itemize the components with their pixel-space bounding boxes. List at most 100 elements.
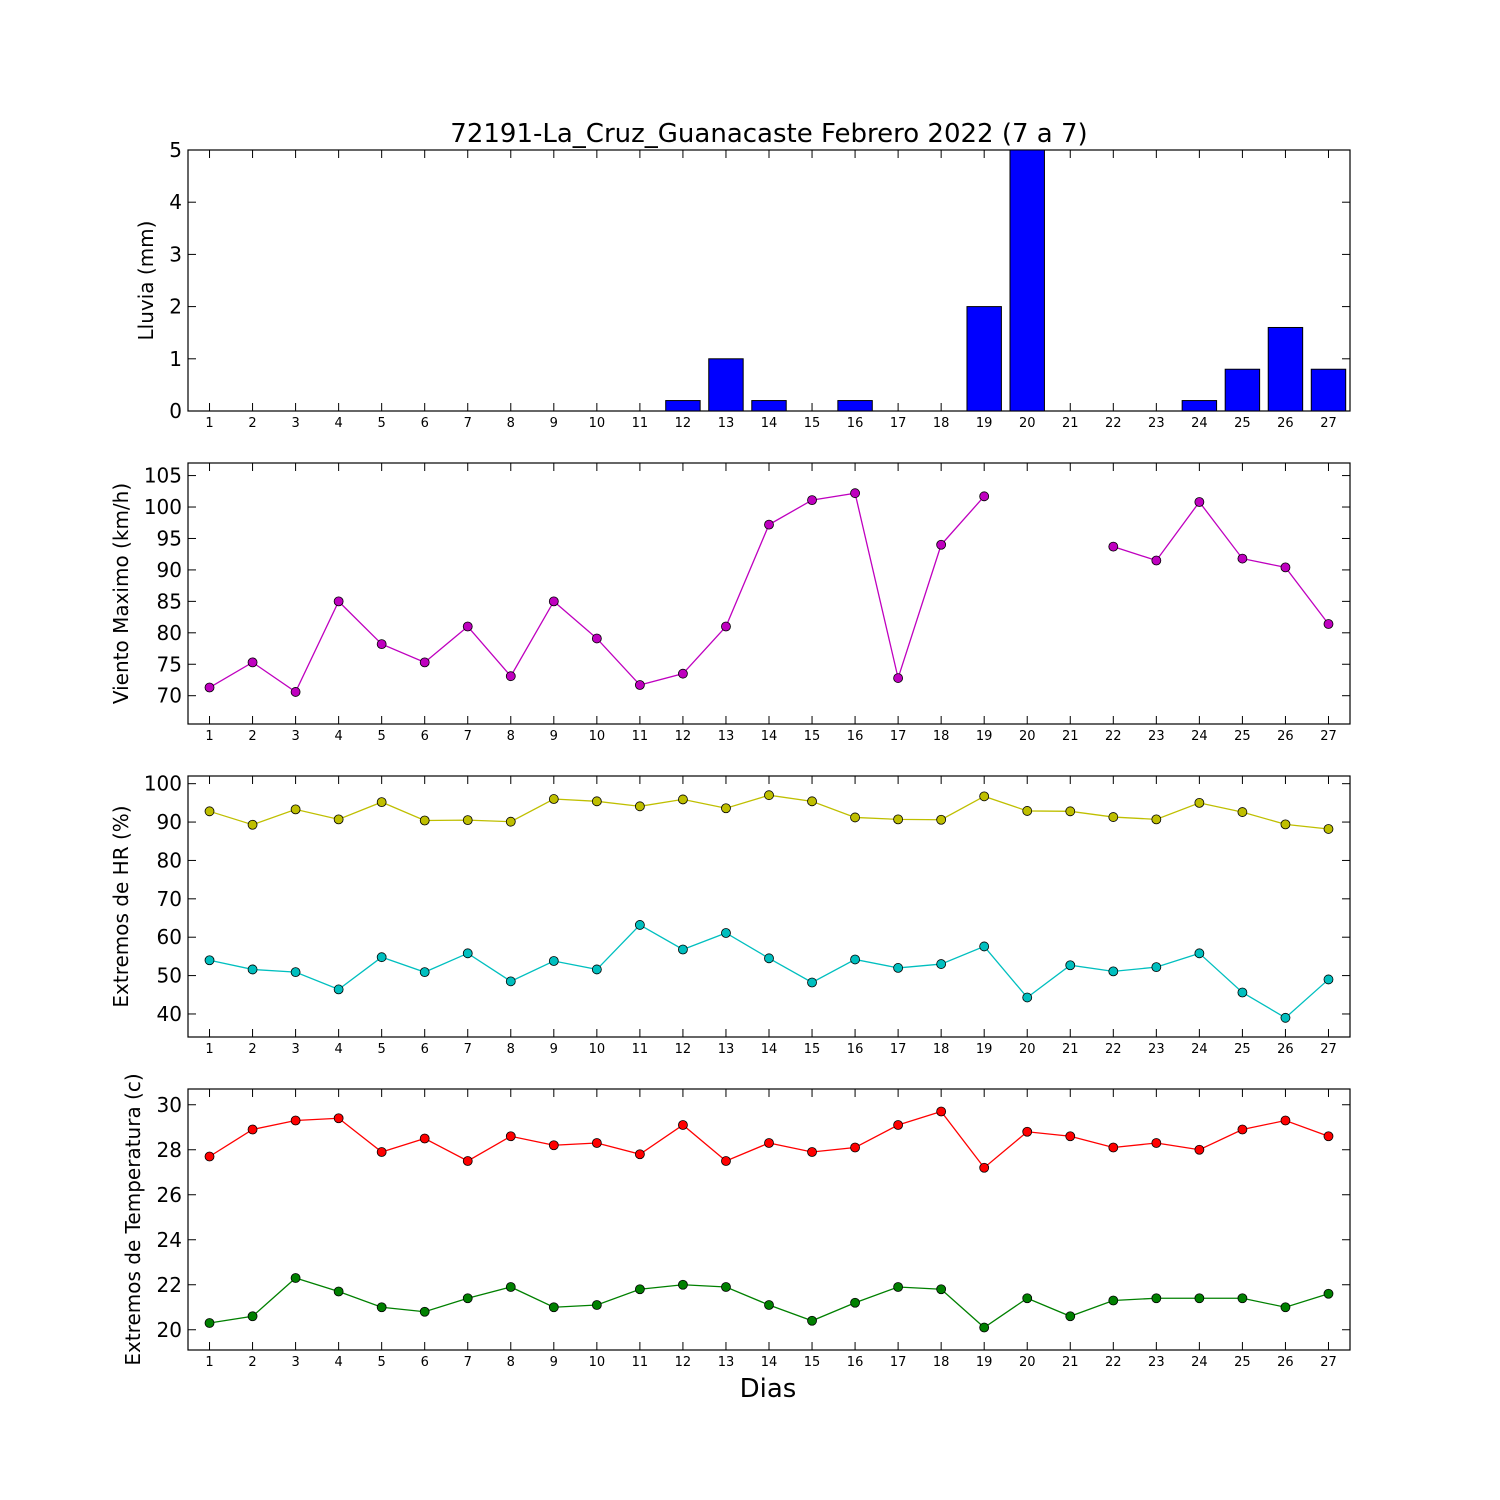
x-tick-label: 11	[632, 416, 649, 431]
x-tick-label: 3	[291, 1042, 299, 1057]
data-point	[333, 814, 344, 825]
x-tick-label: 15	[804, 416, 821, 431]
x-tick-label: 8	[507, 1042, 515, 1057]
data-point	[419, 815, 430, 826]
y-tick-label: 90	[157, 558, 182, 582]
data-point	[1022, 1293, 1033, 1304]
y-tick-label: 2	[169, 295, 182, 319]
x-tick-label: 12	[675, 416, 692, 431]
x-tick-label: 20	[1019, 1355, 1036, 1370]
x-tick-label: 21	[1062, 1355, 1079, 1370]
x-tick-label: 9	[550, 1042, 558, 1057]
y-tick-label: 5	[169, 138, 182, 162]
data-point	[290, 804, 301, 815]
y-tick-label: 90	[157, 810, 182, 834]
x-tick-label: 10	[589, 416, 606, 431]
x-tick-label: 16	[847, 1042, 864, 1057]
y-tick-label: 100	[144, 495, 182, 519]
data-point	[1323, 974, 1334, 985]
bar	[1009, 149, 1045, 412]
data-point	[333, 1286, 344, 1297]
data-point	[936, 539, 947, 550]
data-point	[1151, 962, 1162, 973]
data-point	[936, 1284, 947, 1295]
bar	[966, 306, 1002, 412]
data-point	[893, 1282, 904, 1292]
data-point	[462, 815, 473, 826]
data-point	[634, 1284, 645, 1295]
data-point	[1108, 812, 1119, 822]
data-point	[419, 657, 430, 668]
data-point	[807, 796, 817, 807]
data-point	[462, 948, 473, 959]
data-point	[850, 812, 860, 823]
data-point	[1108, 966, 1119, 977]
x-tick-label: 5	[378, 729, 386, 744]
y-tick-label: 95	[157, 526, 182, 550]
data-point	[247, 964, 258, 975]
x-tick-label: 25	[1234, 729, 1251, 744]
data-point	[1323, 1288, 1334, 1299]
x-tick-label: 16	[847, 1355, 864, 1370]
data-point	[376, 797, 387, 807]
x-tick-label: 10	[589, 1042, 606, 1057]
x-tick-label: 22	[1105, 416, 1122, 431]
y-tick-label: 80	[157, 621, 182, 645]
x-tick-label: 6	[421, 1355, 429, 1370]
data-point	[979, 1162, 990, 1173]
data-point	[419, 967, 430, 978]
x-tick-label: 4	[334, 729, 342, 744]
x-tick-label: 12	[675, 1042, 692, 1057]
y-tick-label: 50	[157, 964, 182, 988]
data-point	[979, 791, 990, 802]
data-point	[290, 1273, 301, 1283]
x-tick-label: 20	[1019, 1042, 1036, 1057]
y-tick-label: 100	[144, 772, 182, 796]
data-point	[505, 976, 516, 987]
data-point	[290, 1115, 301, 1126]
x-axis-label: Dias	[740, 1374, 797, 1404]
data-point	[376, 639, 387, 650]
data-point	[1065, 1131, 1076, 1142]
data-point	[936, 1106, 947, 1117]
data-point	[376, 952, 387, 963]
data-point	[893, 963, 904, 973]
data-point	[1280, 1012, 1291, 1023]
x-tick-label: 6	[421, 1042, 429, 1057]
y-axis-label: Extremos de Temperatura (c)	[121, 1073, 145, 1365]
x-tick-label: 3	[291, 416, 299, 431]
data-point	[764, 790, 774, 801]
data-point	[678, 794, 688, 805]
data-point	[1065, 960, 1076, 971]
data-point	[850, 488, 860, 499]
x-tick-label: 22	[1105, 729, 1122, 744]
y-tick-label: 75	[157, 652, 182, 676]
x-tick-label: 23	[1148, 1042, 1165, 1057]
data-point	[1151, 1293, 1162, 1304]
x-tick-label: 11	[632, 1042, 649, 1057]
data-point	[376, 1147, 387, 1157]
x-tick-label: 5	[378, 1355, 386, 1370]
x-tick-label: 19	[976, 416, 993, 431]
x-tick-label: 19	[976, 729, 993, 744]
data-point	[548, 794, 559, 804]
data-point	[591, 796, 602, 807]
y-tick-label: 30	[157, 1093, 182, 1117]
y-tick-label: 70	[157, 684, 182, 708]
x-tick-label: 1	[205, 729, 213, 744]
y-tick-label: 20	[157, 1318, 182, 1342]
data-point	[1323, 1131, 1334, 1142]
data-point	[893, 814, 904, 825]
data-point	[548, 596, 559, 607]
x-tick-label: 14	[761, 1355, 778, 1370]
data-point	[1022, 1126, 1033, 1137]
x-tick-label: 24	[1191, 416, 1208, 431]
data-point	[1194, 1144, 1205, 1155]
x-tick-label: 6	[421, 729, 429, 744]
x-tick-label: 20	[1019, 416, 1036, 431]
data-point	[634, 801, 645, 812]
x-tick-label: 7	[464, 729, 472, 744]
